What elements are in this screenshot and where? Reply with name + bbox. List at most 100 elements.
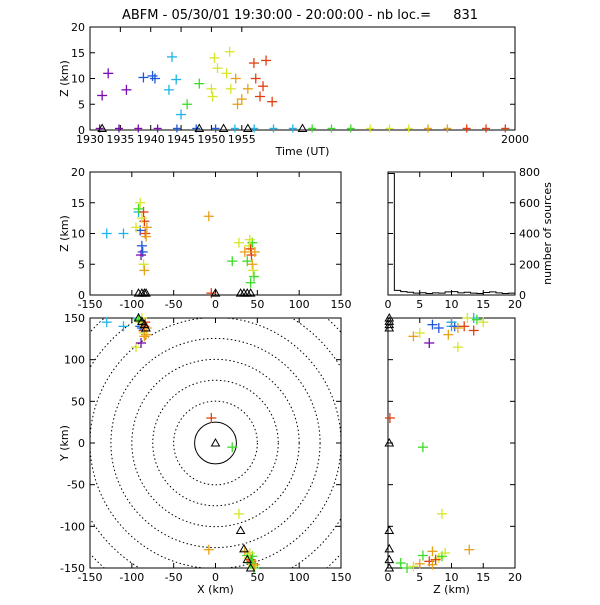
x-tick-label: 1945 bbox=[167, 133, 195, 146]
range-ring bbox=[194, 421, 237, 465]
y-tick-label: 200 bbox=[519, 258, 540, 271]
x-tick-label: 5 bbox=[416, 298, 423, 311]
x-tick-label: -50 bbox=[165, 298, 183, 311]
range-ring bbox=[90, 318, 341, 568]
y-axis-label: Z (km) bbox=[58, 215, 71, 252]
title-count-label: nb loc.= bbox=[377, 8, 431, 23]
y-tick-label: 800 bbox=[519, 166, 540, 179]
y-tick-label: 15 bbox=[71, 197, 85, 210]
x-axis-label: Z (km) bbox=[433, 583, 470, 596]
x-tick-label: 1935 bbox=[106, 133, 134, 146]
title-count: 831 bbox=[453, 8, 478, 23]
station-marker bbox=[97, 123, 108, 132]
x-tick-label: 15 bbox=[476, 298, 490, 311]
z_y-panel: 0 5 10 15 20 Z (km) bbox=[384, 312, 522, 596]
range-rings bbox=[90, 318, 341, 568]
station-marker bbox=[384, 525, 395, 534]
y-tick-label: 100 bbox=[64, 354, 85, 367]
x-tick-label: 1950 bbox=[197, 133, 225, 146]
station-marker bbox=[133, 312, 144, 322]
y-tick-label: 400 bbox=[519, 228, 540, 241]
station-marker bbox=[384, 554, 395, 564]
station-marker bbox=[239, 543, 249, 553]
y-tick-label: 10 bbox=[71, 73, 85, 86]
x-tick-label: 0 bbox=[385, 571, 392, 584]
station-marker bbox=[384, 437, 395, 447]
plan_view-frame bbox=[89, 317, 342, 569]
title-date: 05/30/01 bbox=[171, 8, 229, 23]
y-tick-label: 15 bbox=[71, 47, 85, 60]
x-tick-label: 1955 bbox=[228, 133, 256, 146]
x-tick-label: 20 bbox=[508, 571, 522, 584]
y-tick-label: 600 bbox=[519, 197, 540, 210]
x-tick-label: 0 bbox=[212, 571, 219, 584]
station-marker bbox=[297, 123, 308, 132]
station-marker bbox=[235, 525, 246, 534]
x-axis-label: Time (UT) bbox=[275, 145, 330, 158]
station-marker bbox=[210, 437, 221, 447]
station-marker bbox=[384, 543, 395, 553]
range-ring bbox=[110, 337, 321, 549]
y-axis-label: number of sources bbox=[541, 182, 554, 285]
y-tick-label: 20 bbox=[71, 21, 85, 34]
histogram-frame bbox=[387, 171, 516, 296]
range-ring bbox=[173, 400, 258, 486]
z_y-frame bbox=[387, 317, 516, 569]
x-tick-label: 50 bbox=[250, 571, 264, 584]
y-tick-label: 5 bbox=[78, 258, 85, 271]
x-tick-label: -100 bbox=[119, 571, 144, 584]
station-marker bbox=[242, 123, 253, 132]
x_height-panel: -150 -100 -50 0 50 100 150 0 5 10 15 20 Z (km) bbox=[58, 166, 352, 311]
x-tick-label: 150 bbox=[331, 298, 352, 311]
station-marker bbox=[194, 123, 205, 132]
x-tick-label: 10 bbox=[445, 571, 459, 584]
station-marker bbox=[245, 562, 256, 572]
station-marker bbox=[218, 123, 229, 132]
y-tick-label: 0 bbox=[78, 289, 85, 302]
figure-title: ABFM - 05/30/01 19:30:00 - 20:00:00 - nb… bbox=[122, 8, 478, 23]
x-tick-label: 2000 bbox=[501, 133, 529, 146]
x-tick-label: 15 bbox=[476, 571, 490, 584]
y-tick-label: 0 bbox=[78, 437, 85, 450]
x-tick-label: 150 bbox=[331, 571, 352, 584]
x-tick-label: 10 bbox=[445, 298, 459, 311]
y-tick-label: -50 bbox=[67, 479, 85, 492]
y-tick-label: -150 bbox=[60, 562, 85, 575]
y-axis-label: Y (km) bbox=[58, 425, 71, 462]
y-tick-label: -100 bbox=[60, 520, 85, 533]
x-tick-label: 0 bbox=[385, 298, 392, 311]
x-tick-label: 1930 bbox=[76, 133, 104, 146]
y-axis-label: Z (km) bbox=[58, 60, 71, 97]
range-ring bbox=[131, 358, 300, 528]
x-axis-label: X (km) bbox=[197, 583, 234, 596]
range-ring bbox=[90, 318, 341, 568]
x-tick-label: 1940 bbox=[137, 133, 165, 146]
station-marker bbox=[210, 288, 221, 297]
y-tick-label: 20 bbox=[71, 166, 85, 179]
title-time-range: 19:30:00 - 20:00:00 bbox=[234, 8, 364, 23]
x-tick-label: -150 bbox=[78, 571, 103, 584]
x-tick-label: -50 bbox=[165, 571, 183, 584]
x-tick-label: 100 bbox=[289, 298, 310, 311]
range-ring bbox=[152, 379, 279, 507]
y-tick-label: 0 bbox=[519, 289, 526, 302]
x-tick-label: 50 bbox=[250, 298, 264, 311]
x-tick-label: -100 bbox=[119, 298, 144, 311]
x-tick-label: 100 bbox=[289, 571, 310, 584]
y-tick-label: 50 bbox=[71, 395, 85, 408]
station-marker bbox=[384, 319, 395, 329]
time_height-panel: 1930 1935 1940 1945 1950 1955 2000 0 5 10 15 20 Time… bbox=[58, 21, 529, 158]
station-marker bbox=[384, 562, 395, 572]
plan_view-panel: -150 -100 -50 0 50 100 150 -150 -100 -50 0 50 100 150… bbox=[58, 312, 352, 596]
x-tick-label: 20 bbox=[508, 298, 522, 311]
histogram-bars bbox=[387, 173, 516, 295]
station-marker bbox=[245, 288, 256, 297]
title-station: ABFM bbox=[122, 8, 159, 23]
x-tick-label: 5 bbox=[416, 571, 423, 584]
y-tick-label: 10 bbox=[71, 228, 85, 241]
station-marker bbox=[141, 322, 151, 332]
x-tick-label: -150 bbox=[78, 298, 103, 311]
y-tick-label: 150 bbox=[64, 312, 85, 325]
